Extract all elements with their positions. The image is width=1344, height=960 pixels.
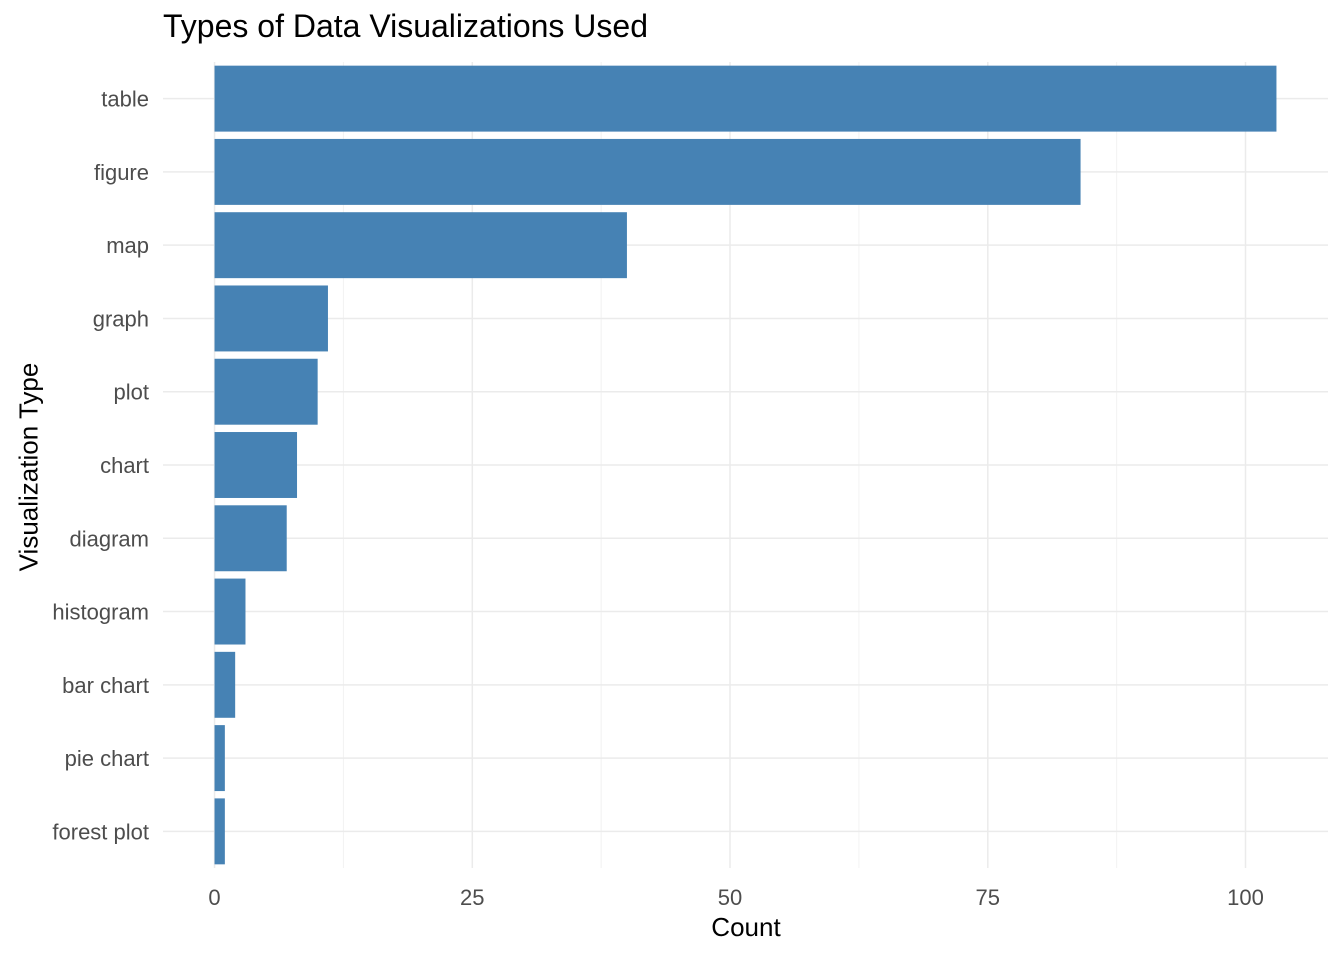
bar (214, 798, 225, 865)
bar (214, 578, 246, 645)
bar (214, 138, 1081, 205)
y-tick-label: map (106, 233, 149, 258)
bar (214, 725, 225, 792)
y-tick-label: diagram (70, 526, 149, 551)
bar (214, 285, 328, 352)
bar (214, 358, 318, 425)
bar (214, 432, 298, 498)
x-tick-labels: 0 25 50 75 100 (208, 885, 1263, 910)
x-tick-label: 75 (976, 885, 1000, 910)
chart-title: Types of Data Visualizations Used (163, 8, 648, 44)
y-tick-label: figure (94, 160, 149, 185)
y-tick-label: plot (114, 380, 149, 405)
bar (214, 65, 1277, 132)
x-tick-label: 50 (718, 885, 742, 910)
bar (214, 505, 287, 572)
y-tick-label: pie chart (65, 746, 149, 771)
x-tick-label: 25 (460, 885, 484, 910)
x-tick-label: 100 (1227, 885, 1264, 910)
y-tick-label: histogram (52, 600, 149, 625)
x-axis-title: Count (711, 912, 781, 942)
bar (214, 651, 236, 718)
y-tick-label: bar chart (62, 673, 149, 698)
y-axis-title: Visualization Type (13, 362, 44, 572)
y-tick-label: chart (100, 453, 149, 478)
y-tick-labels: table figure map graph plot chart diagram histo… (52, 87, 149, 845)
y-tick-label: table (101, 87, 149, 112)
y-tick-label: graph (93, 306, 149, 331)
bar (214, 212, 627, 279)
y-tick-label: forest plot (52, 819, 149, 844)
x-tick-label: 0 (208, 885, 220, 910)
bars (214, 65, 1277, 865)
